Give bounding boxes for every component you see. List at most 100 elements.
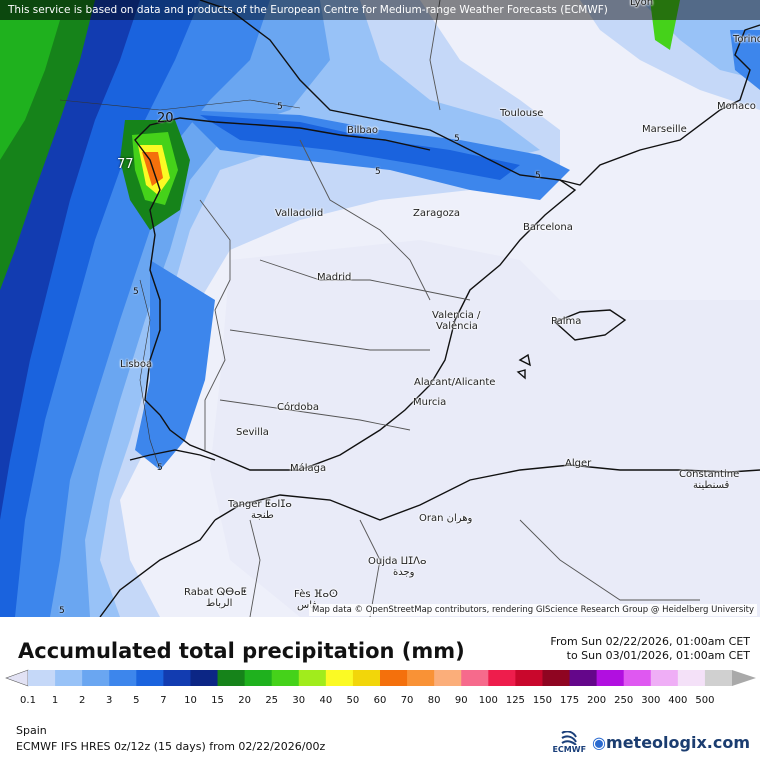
scale-tick-label: 90 xyxy=(454,695,468,706)
scale-tick-label: 100 xyxy=(478,695,498,706)
scale-swatch xyxy=(542,670,571,686)
border-lines xyxy=(199,0,700,617)
scale-swatch xyxy=(217,670,246,686)
contour-value-label: 5 xyxy=(277,102,283,112)
time-range: From Sun 02/22/2026, 01:00am CET to Sun … xyxy=(550,635,750,663)
legend-footer: Accumulated total precipitation (mm) Fro… xyxy=(0,617,760,760)
coastline-lines xyxy=(99,0,760,617)
logos: ECMWF ◉meteologix.com xyxy=(552,729,750,755)
region-label: Spain xyxy=(16,724,47,737)
city-label: Lyon xyxy=(630,0,654,8)
scale-tick-label: 70 xyxy=(400,695,414,706)
scale-swatch xyxy=(82,670,110,686)
city-label: Constantine xyxy=(679,469,740,480)
from-line: From Sun 02/22/2026, 01:00am CET xyxy=(550,635,750,648)
scale-tick-label: 15 xyxy=(211,695,224,706)
scale-swatch xyxy=(28,670,56,686)
city-label: Córdoba xyxy=(277,402,319,413)
model-run-label: ECMWF IFS HRES 0z/12z (15 days) from 02/… xyxy=(16,740,326,753)
scale-swatch xyxy=(136,670,164,686)
scale-swatch xyxy=(623,670,652,686)
contour-value-label: 5 xyxy=(59,606,65,616)
ecmwf-logo[interactable]: ECMWF xyxy=(552,730,587,754)
scale-tick-label: 40 xyxy=(319,695,333,706)
scale-tick-label: 125 xyxy=(505,695,525,706)
city-label: Monaco xyxy=(717,101,756,112)
city-label: Murcia xyxy=(413,397,447,408)
scale-swatch xyxy=(352,670,381,686)
scale-arrow-high xyxy=(732,670,756,686)
city-label: طنجة xyxy=(251,510,274,521)
city-label: Oran وهران xyxy=(419,513,473,524)
city-label: Zaragoza xyxy=(413,208,461,219)
scale-swatch xyxy=(650,670,679,686)
scale-tick-label: 1 xyxy=(51,695,59,706)
scale-swatch xyxy=(190,670,219,686)
city-label: الرباط xyxy=(206,598,233,609)
scale-tick-label: 150 xyxy=(532,695,552,706)
city-label: Valencia / xyxy=(432,310,481,321)
contour-value-label: 5 xyxy=(133,287,139,297)
scale-swatch xyxy=(109,670,137,686)
scale-tick-label: 250 xyxy=(614,695,634,706)
scale-tick-label: 0.1 xyxy=(20,695,36,706)
scale-swatch xyxy=(515,670,543,686)
city-label: Alacant/Alicante xyxy=(414,377,496,388)
city-label: Toulouse xyxy=(500,108,544,119)
ecmwf-banner: This service is based on data and produc… xyxy=(0,0,760,20)
contour-value-label: 5 xyxy=(454,134,460,144)
scale-swatch xyxy=(407,670,435,686)
map-attribution[interactable]: Map data © OpenStreetMap contributors, r… xyxy=(309,604,757,616)
scale-tick-label: 25 xyxy=(265,695,279,706)
contour-value-label: 5 xyxy=(157,463,163,473)
city-label: Bilbao xyxy=(347,125,379,136)
city-label: Madrid xyxy=(317,272,352,283)
scale-swatch xyxy=(325,670,354,686)
scale-swatch xyxy=(569,670,598,686)
scale-arrow-low xyxy=(5,669,29,687)
city-label: وجدة xyxy=(393,567,415,578)
scale-tick-label: 175 xyxy=(559,695,580,706)
scale-swatch xyxy=(271,670,300,686)
city-label: Rabat ⵕⴱⴰⵟ xyxy=(184,587,247,598)
scale-swatch xyxy=(55,670,83,686)
city-label: Palma xyxy=(551,316,582,327)
scale-ticks: 0.1 1 2 3 5 7 10 15 20 25 30 40 50 60 70 80 90 100 125 150 1… xyxy=(0,695,760,709)
scale-swatch xyxy=(380,670,408,686)
city-label: Valladolid xyxy=(275,208,324,219)
meteologix-logo[interactable]: ◉meteologix.com xyxy=(592,733,750,752)
contour-value-label: 5 xyxy=(535,171,541,181)
contour-value-label: 5 xyxy=(375,167,381,177)
scale-tick-label: 5 xyxy=(133,695,140,706)
scale-tick-label: 80 xyxy=(427,695,441,706)
city-label: Marseille xyxy=(642,124,687,135)
map-canvas xyxy=(0,0,760,617)
city-label: Tanger ⵟⴰⵏⵊⴰ xyxy=(228,499,292,510)
color-scale xyxy=(5,669,756,687)
scale-swatch xyxy=(704,670,733,686)
precipitation-map[interactable]: This service is based on data and produc… xyxy=(0,0,760,617)
contour-value-label: 20 xyxy=(157,111,174,126)
scale-swatch xyxy=(677,670,706,686)
city-label: فاس xyxy=(297,600,318,611)
city-label: Fès ⴼⴰⵙ xyxy=(294,589,338,600)
scale-swatch xyxy=(163,670,191,686)
scale-tick-label: 10 xyxy=(184,695,197,706)
scale-swatch xyxy=(488,670,516,686)
meteologix-icon: ◉ xyxy=(592,732,607,752)
city-label: Lisboa xyxy=(120,359,153,370)
city-label: قسنطينة xyxy=(693,480,730,491)
scale-swatch xyxy=(434,670,462,686)
contour-value-label: 77 xyxy=(117,157,134,172)
city-label: Sevilla xyxy=(236,427,269,438)
scale-tick-label: 300 xyxy=(641,695,661,706)
scale-tick-label: 3 xyxy=(106,695,113,706)
scale-tick-label: 7 xyxy=(160,695,167,706)
city-label: Alger xyxy=(565,458,592,469)
city-label: València xyxy=(436,321,478,332)
ecmwf-logo-text: ECMWF xyxy=(552,744,587,754)
scale-swatch xyxy=(596,670,625,686)
scale-tick-label: 20 xyxy=(238,695,251,706)
scale-tick-label: 2 xyxy=(78,695,86,706)
city-label: Málaga xyxy=(290,463,327,474)
